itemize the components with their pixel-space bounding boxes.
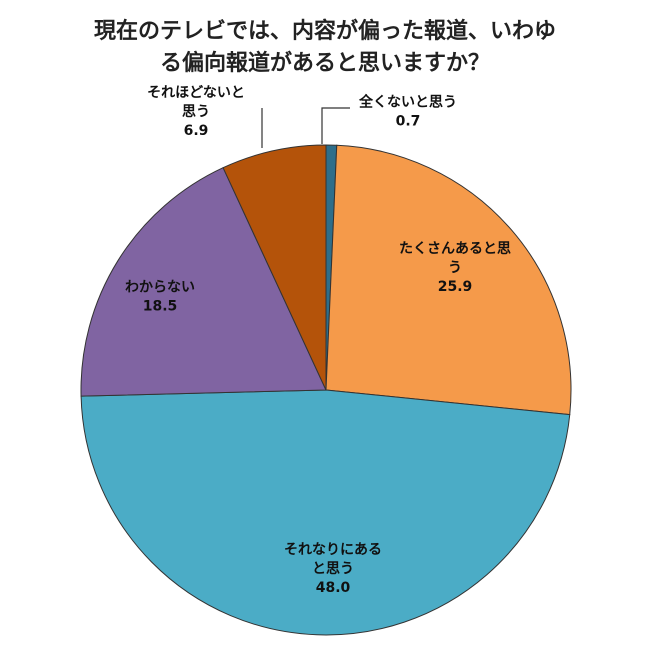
chart-title-line-1: 現在のテレビでは、内容が偏った報道、いわゆ	[94, 18, 556, 44]
leader-lines	[261, 107, 350, 148]
slice-label-line-4-1: 思う	[182, 104, 210, 120]
slice-label-line-2-0: それなりにある	[284, 542, 382, 558]
slice-value-4: 6.9	[184, 123, 209, 139]
slice-labels: 全くないと思う 0.7 たくさんあると思う 25.9 それなりにあると思う 48.0 わから…	[125, 85, 511, 596]
slice-label-4: それほどないと思う 6.9	[147, 85, 245, 139]
slice-label-line-2-1: と思う	[312, 561, 354, 577]
pie-slice-1	[325, 144, 572, 416]
slice-label-2: それなりにあると思う 48.0	[284, 542, 382, 596]
slice-label-line-1-1: う	[448, 260, 462, 276]
slice-label-line-4-0: それほどないと	[147, 85, 245, 101]
slice-label-line-1-0: たくさんあると思	[399, 241, 511, 257]
slice-value-3: 18.5	[143, 299, 178, 315]
slice-label-0: 全くないと思う 0.7	[358, 94, 457, 130]
slice-label-1: たくさんあると思う 25.9	[399, 241, 511, 295]
slice-label-3: わからない 18.5	[125, 280, 195, 315]
pie-slice-2	[80, 389, 571, 636]
slice-value-2: 48.0	[316, 580, 351, 596]
slice-label-line-3-0: わからない	[125, 280, 195, 296]
pie-slice-3	[80, 167, 327, 397]
pie-slice-4	[222, 144, 327, 391]
chart-title: 現在のテレビでは、内容が偏った報道、いわゆ る偏向報道があると思いますか？	[94, 18, 556, 76]
slice-label-line-0-0: 全くないと思う	[358, 94, 457, 111]
slice-value-0: 0.7	[396, 114, 421, 130]
chart-title-line-2: る偏向報道があると思いますか？	[160, 50, 490, 76]
slice-value-1: 25.9	[438, 279, 473, 295]
pie-slices	[80, 144, 572, 636]
leader-line-0	[321, 107, 350, 144]
